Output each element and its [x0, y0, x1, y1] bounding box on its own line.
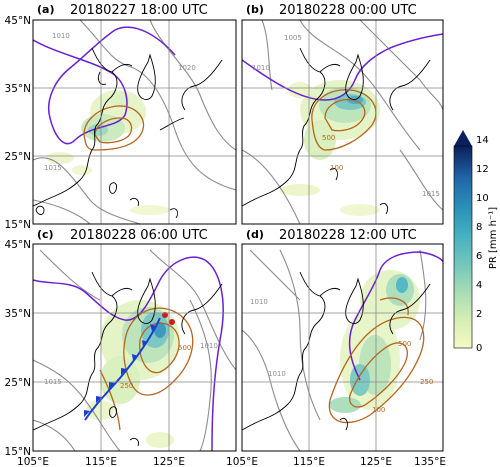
purple-contour [348, 251, 443, 381]
gridlines [33, 20, 236, 224]
panel-label: (a) [37, 3, 54, 16]
lon-tick: 105°E [17, 456, 49, 467]
contour-label: 100 [330, 164, 343, 172]
precip-shading [280, 80, 380, 216]
lat-tick: 35°N [5, 308, 31, 320]
purple-contour [242, 33, 443, 101]
panel-title: 20180228 06:00 UTC [70, 228, 208, 243]
gridlines [242, 244, 443, 451]
panel-title: 20180228 12:00 UTC [279, 228, 417, 243]
contour-label: 500 [398, 340, 411, 348]
colorbar-bar [453, 145, 473, 349]
contour-label: 1010 [250, 298, 268, 306]
brown-contours [83, 105, 145, 151]
contour-label: 1010 [200, 342, 218, 350]
gridlines [33, 244, 236, 451]
lat-tick: 35°N [5, 83, 31, 95]
contour-label: 1010 [52, 32, 70, 40]
colorbar-tick: 0 [476, 343, 482, 354]
lon-tick-labels: 105°E 115°E 125°E 105°E 115°E 125°E 135°… [17, 456, 446, 467]
contour-labels: 1010 1020 1015 1005 1010 1015 1010 1015 … [44, 32, 440, 386]
panel-frame [241, 19, 444, 225]
panel-label: (b) [246, 3, 264, 16]
lon-tick: 125°E [153, 456, 185, 467]
contour-label: 1020 [178, 64, 196, 72]
pressure-contours [33, 249, 236, 451]
panel-title: 20180227 18:00 UTC [70, 3, 208, 18]
contour-label: 250 [420, 378, 433, 386]
panel-frame [32, 243, 237, 452]
coastlines [242, 47, 431, 215]
lon-tick: 105°E [226, 456, 258, 467]
colorbar-tick: 10 [476, 193, 489, 204]
lat-tick: 45°N [5, 15, 31, 27]
pressure-contours [33, 20, 236, 224]
panel-label: (d) [246, 228, 264, 241]
contour-label: 1005 [284, 34, 302, 42]
gridlines [242, 20, 443, 224]
colorbar-extend-arrow [454, 130, 472, 146]
brown-contours [328, 297, 425, 424]
panel-label: (c) [37, 228, 54, 241]
contour-label: 1010 [268, 370, 286, 378]
lon-tick: 125°E [360, 456, 392, 467]
lat-tick: 25°N [5, 151, 31, 163]
purple-contour [33, 26, 176, 145]
colorbar-label: PR [mm h⁻¹] [488, 207, 499, 269]
colorbar-tick: 4 [476, 280, 482, 291]
purple-contour [33, 256, 224, 451]
panel-d: (d) 20180228 12:00 UTC [241, 228, 444, 452]
brown-contour-labels: 500 100 500 250 500 250 100 [120, 134, 433, 414]
contour-label: 250 [120, 382, 133, 390]
lat-tick: 15°N [5, 219, 31, 231]
panel-a: (a) 20180227 18:00 UTC [32, 3, 237, 225]
lat-tick: 45°N [5, 239, 31, 251]
brown-contours [311, 89, 377, 151]
colorbar: 14 12 10 8 6 4 2 0 PR [mm h⁻¹] [453, 130, 499, 354]
coastlines [33, 271, 223, 447]
colorbar-tick: 12 [476, 164, 489, 175]
panel-frame [32, 19, 237, 225]
coastlines [242, 271, 431, 431]
colorbar-tick: 2 [476, 309, 482, 320]
colorbar-tick: 8 [476, 222, 482, 233]
contour-label: 500 [178, 344, 191, 352]
coastlines [33, 47, 223, 219]
lat-tick: 15°N [5, 446, 31, 458]
lat-tick: 25°N [5, 377, 31, 389]
panel-b: (b) 20180228 00:00 UTC [241, 3, 444, 225]
lon-tick: 115°E [293, 456, 325, 467]
contour-label: 1010 [252, 64, 270, 72]
contour-label: 1015 [44, 378, 62, 386]
panel-frame [241, 243, 444, 452]
lon-tick: 115°E [85, 456, 117, 467]
contour-label: 100 [372, 406, 385, 414]
lon-tick: 135°E [414, 456, 446, 467]
lat-tick-labels: 45°N 35°N 25°N 15°N 45°N 35°N 25°N 15°N [5, 15, 31, 458]
panel-title: 20180228 00:00 UTC [279, 3, 417, 18]
colorbar-tick: 6 [476, 251, 482, 262]
contour-label: 1015 [44, 164, 62, 172]
cold-front [84, 312, 175, 421]
colorbar-ticks: 14 12 10 8 6 4 2 0 [476, 135, 489, 354]
contour-label: 500 [322, 134, 335, 142]
brown-contours [99, 307, 194, 431]
panel-c: (c) 20180228 06:00 UTC [32, 228, 237, 452]
contour-label: 1015 [422, 190, 440, 198]
colorbar-tick: 14 [476, 135, 489, 146]
